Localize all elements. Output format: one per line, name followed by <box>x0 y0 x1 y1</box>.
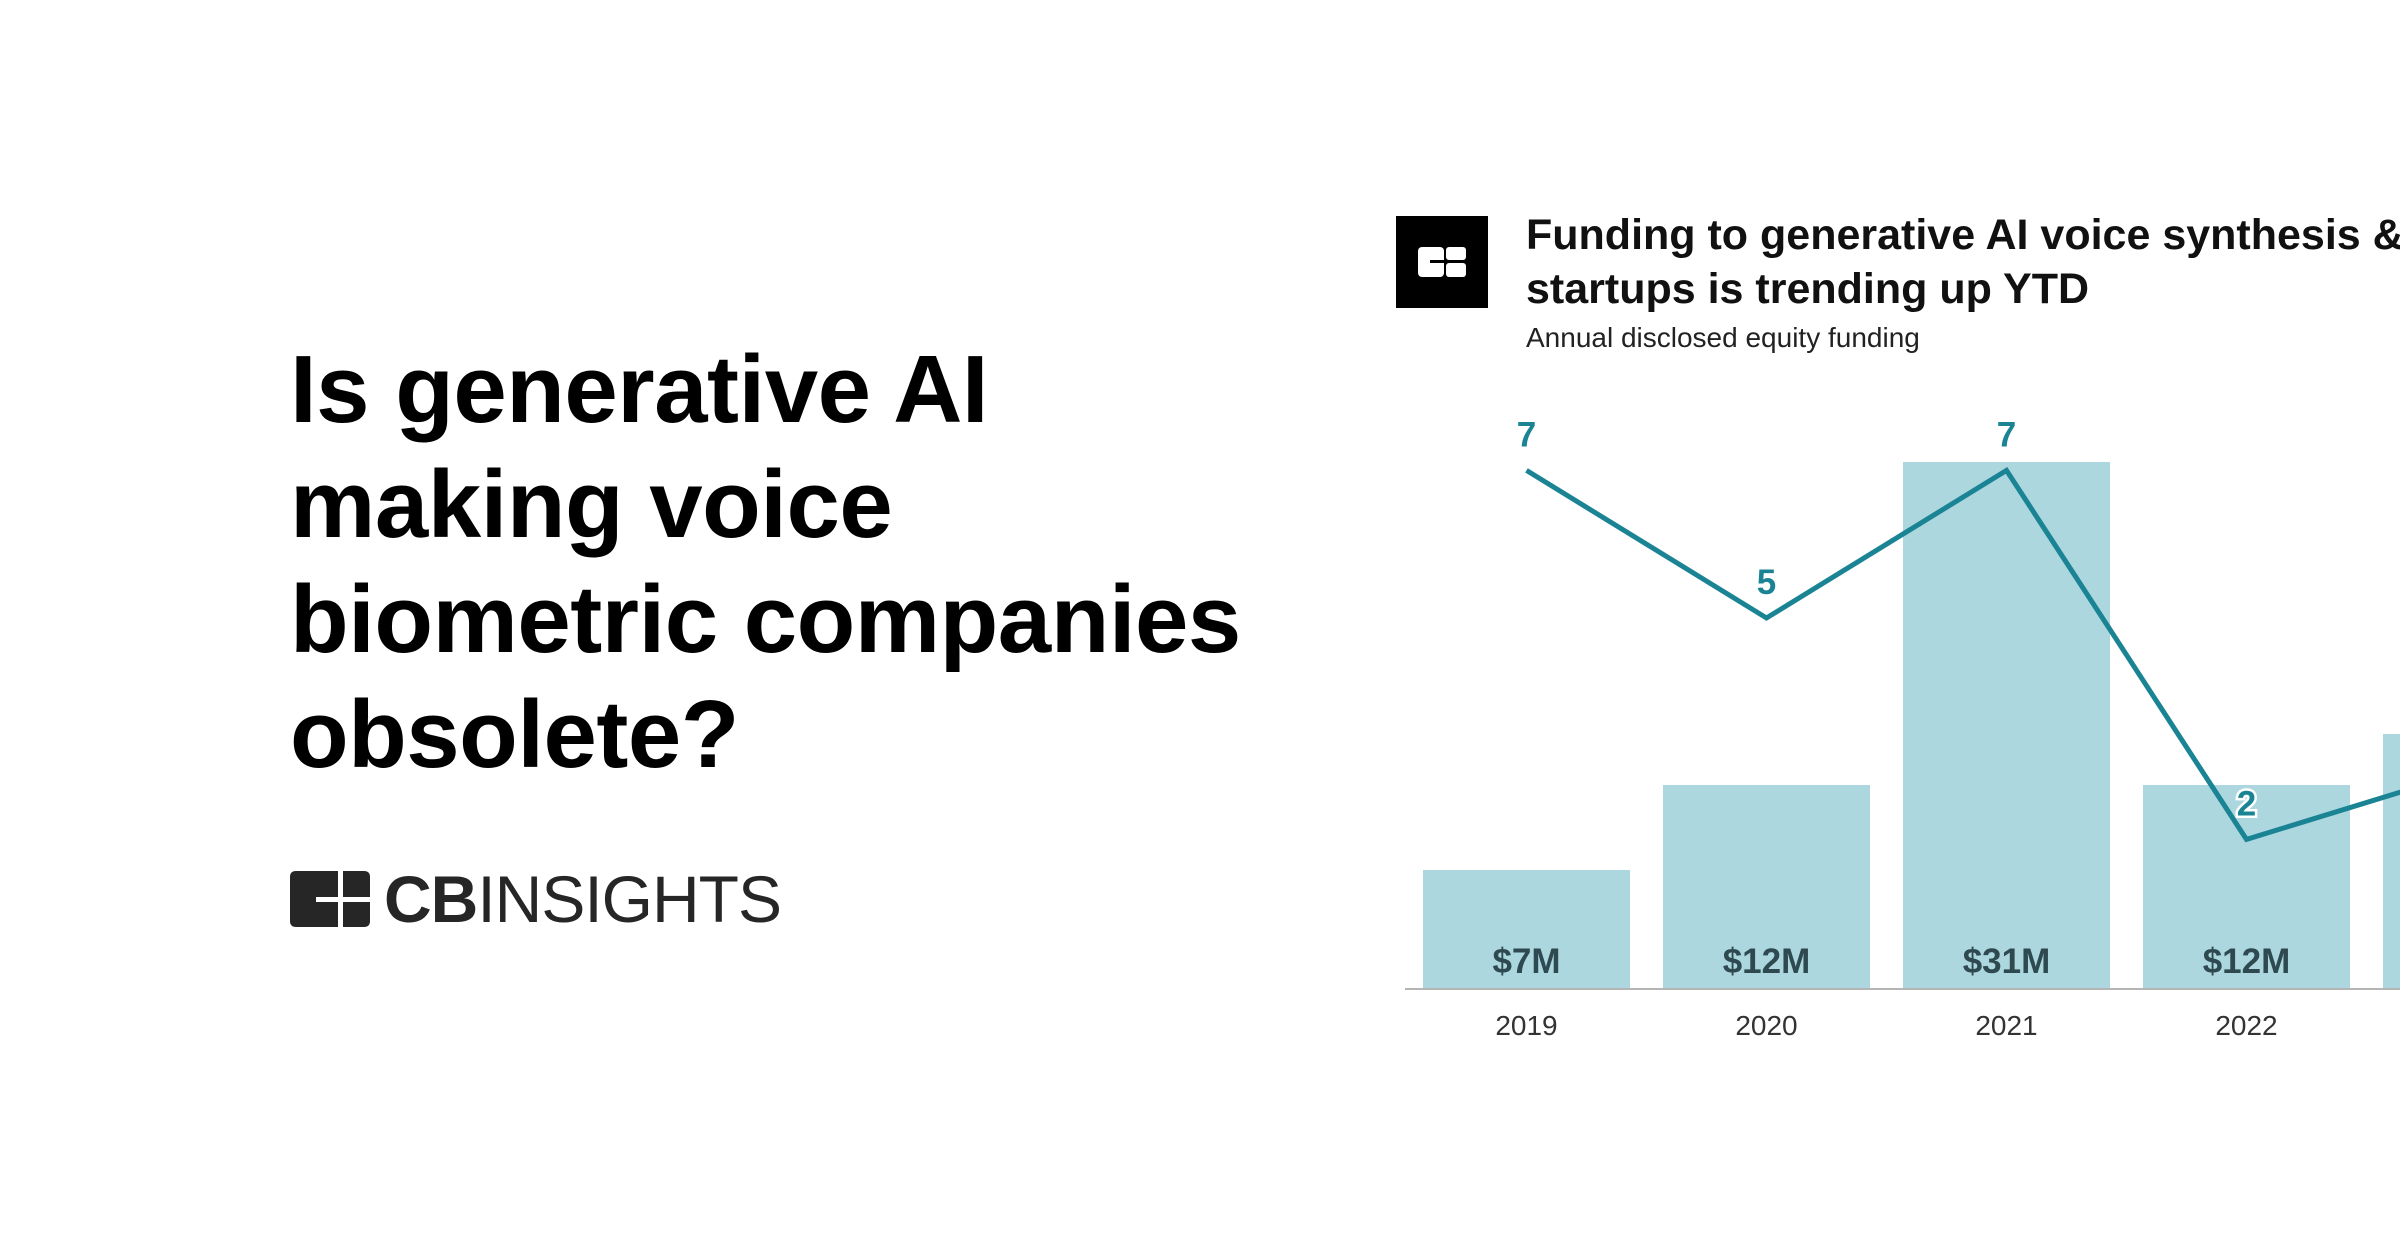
x-tick-label: 2021 <box>1975 1010 2037 1041</box>
deal-count-label: 5 <box>1757 563 1776 602</box>
bar <box>1423 870 1630 989</box>
x-tick-label: 2020 <box>1735 1010 1797 1041</box>
bar-value-label: $31M <box>1963 942 2051 981</box>
x-tick-label: 2022 <box>2215 1010 2277 1041</box>
headline-line: biometric companies <box>290 566 1241 673</box>
chart-subtitle: Annual disclosed equity funding <box>1526 322 1920 353</box>
bar-value-label: $12M <box>2203 942 2291 981</box>
x-tick-label: 2019 <box>1495 1010 1557 1041</box>
headline-line: obsolete? <box>290 681 739 788</box>
chart-title: Funding to generative AI voice synthesis… <box>1526 208 2400 316</box>
deal-count-label: 7 <box>1517 415 1536 454</box>
deal-count-label: 7 <box>1997 415 2016 454</box>
chart-title-line: startups is trending up YTD <box>1526 265 2090 313</box>
bar-value-label: $7M <box>1492 942 1560 981</box>
bar <box>2383 734 2400 989</box>
chart-brand-icon <box>1396 216 1488 308</box>
chart-title-line: Funding to generative AI voice synthesis… <box>1526 211 2400 259</box>
bar-value-label: $12M <box>1723 942 1811 981</box>
bar <box>1663 785 1870 989</box>
deal-count-label: 2 <box>2237 784 2256 823</box>
bar <box>1903 462 2110 989</box>
deal-count-line <box>1525 466 2400 843</box>
headline-line: Is generative AI <box>290 336 989 443</box>
logo-text-bold: CB <box>384 862 478 936</box>
headline-line: making voice <box>290 451 893 558</box>
headline: Is generative AI making voice biometric … <box>290 332 1350 792</box>
cb-insights-logo: CBINSIGHTS <box>290 866 782 932</box>
cb-insights-logo-icon <box>290 871 370 927</box>
logo-text-light: INSIGHTS <box>477 862 782 936</box>
